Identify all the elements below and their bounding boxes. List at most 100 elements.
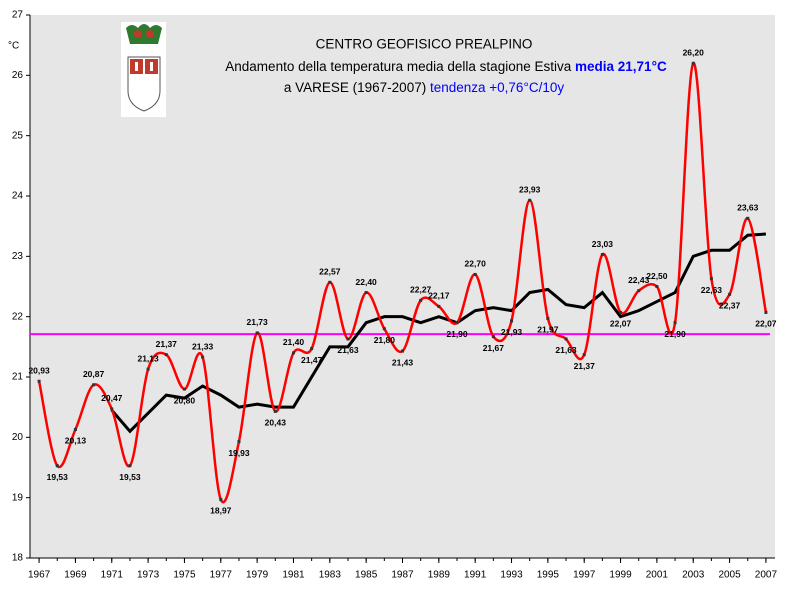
value-label: 21,33 bbox=[192, 341, 214, 351]
trend-annotation: tendenza +0,76°C/10y bbox=[430, 80, 564, 95]
x-tick-label: 1987 bbox=[391, 570, 414, 581]
x-tick-label: 1991 bbox=[464, 570, 487, 581]
value-label: 22,37 bbox=[719, 301, 741, 311]
value-label: 18,97 bbox=[210, 506, 232, 516]
point-marker bbox=[491, 335, 495, 339]
point-marker bbox=[310, 347, 314, 351]
value-label: 21,93 bbox=[501, 327, 523, 337]
value-label: 20,13 bbox=[65, 436, 87, 446]
point-marker bbox=[182, 387, 186, 391]
value-label: 20,93 bbox=[28, 365, 50, 375]
x-tick-label: 1989 bbox=[428, 570, 451, 581]
y-tick-label: 25 bbox=[12, 130, 24, 141]
point-marker bbox=[764, 310, 768, 314]
value-label: 22,70 bbox=[465, 259, 487, 269]
x-tick-label: 1997 bbox=[573, 570, 596, 581]
x-tick-label: 1973 bbox=[137, 570, 160, 581]
point-marker bbox=[437, 304, 441, 308]
point-marker bbox=[691, 61, 695, 65]
title: CENTRO GEOFISICO PREALPINO bbox=[316, 37, 533, 52]
x-tick-label: 2007 bbox=[755, 570, 778, 581]
value-label: 21,73 bbox=[246, 317, 268, 327]
mean-annotation: media 21,71°C bbox=[575, 59, 667, 74]
value-label: 22,07 bbox=[755, 319, 777, 329]
y-tick-label: 19 bbox=[12, 492, 24, 503]
trend-line bbox=[110, 232, 767, 434]
subtitle-2: a VARESE (1967-2007) tendenza +0,76°C/10… bbox=[284, 80, 564, 95]
point-marker bbox=[37, 379, 41, 383]
value-label: 23,93 bbox=[519, 184, 541, 194]
x-tick-label: 1985 bbox=[355, 570, 378, 581]
logo bbox=[121, 22, 166, 117]
value-label: 21,63 bbox=[555, 345, 577, 355]
value-label: 20,80 bbox=[174, 395, 196, 405]
point-marker bbox=[510, 319, 514, 323]
x-tick-label: 2001 bbox=[646, 570, 669, 581]
point-marker bbox=[128, 464, 132, 468]
value-label: 19,53 bbox=[119, 472, 141, 482]
point-marker bbox=[546, 316, 550, 320]
y-tick-label: 24 bbox=[12, 191, 24, 202]
value-label: 22,27 bbox=[410, 285, 432, 295]
point-marker bbox=[382, 327, 386, 331]
y-axis-label: °C bbox=[8, 41, 19, 52]
value-label: 19,53 bbox=[47, 472, 69, 482]
x-tick-label: 1967 bbox=[28, 570, 51, 581]
subtitle-2-text: a VARESE (1967-2007) bbox=[284, 80, 426, 95]
point-marker bbox=[709, 277, 713, 281]
point-marker bbox=[255, 331, 259, 335]
value-label: 22,17 bbox=[428, 291, 450, 301]
point-marker bbox=[73, 427, 77, 431]
point-marker bbox=[346, 337, 350, 341]
point-marker bbox=[291, 351, 295, 355]
value-label: 22,40 bbox=[356, 277, 378, 287]
point-marker bbox=[401, 349, 404, 353]
value-label: 21,13 bbox=[137, 353, 159, 363]
x-tick-label: 1969 bbox=[64, 570, 87, 581]
point-marker bbox=[219, 497, 223, 501]
point-marker bbox=[55, 464, 59, 468]
value-label: 21,43 bbox=[392, 357, 414, 367]
x-tick-label: 1981 bbox=[282, 570, 305, 581]
point-marker bbox=[619, 310, 623, 314]
value-label: 22,63 bbox=[701, 285, 723, 295]
value-label: 20,43 bbox=[265, 418, 287, 428]
point-marker bbox=[528, 198, 532, 202]
y-tick-label: 22 bbox=[12, 311, 24, 322]
point-marker bbox=[164, 353, 168, 357]
point-marker bbox=[364, 291, 368, 295]
value-label: 21,37 bbox=[156, 339, 178, 349]
point-marker bbox=[655, 285, 659, 288]
point-marker bbox=[637, 289, 641, 293]
value-label: 21,47 bbox=[301, 355, 323, 365]
point-marker bbox=[473, 272, 477, 276]
x-tick-label: 1993 bbox=[500, 570, 523, 581]
value-label: 21,80 bbox=[374, 335, 396, 345]
x-tick-label: 2005 bbox=[718, 570, 741, 581]
y-tick-label: 27 bbox=[12, 10, 24, 21]
point-marker bbox=[728, 292, 732, 296]
subtitle-text: Andamento della temperatura media della … bbox=[225, 59, 571, 74]
y-tick-label: 20 bbox=[12, 432, 24, 443]
point-marker bbox=[273, 409, 277, 413]
point-marker bbox=[146, 367, 150, 371]
value-label: 22,50 bbox=[646, 271, 668, 281]
x-tick-label: 1977 bbox=[210, 570, 233, 581]
x-tick-label: 1999 bbox=[609, 570, 632, 581]
value-label: 21,97 bbox=[537, 325, 559, 335]
value-label: 23,63 bbox=[737, 203, 759, 213]
point-marker bbox=[582, 353, 586, 357]
point-marker bbox=[419, 298, 423, 302]
value-label: 23,03 bbox=[592, 239, 614, 249]
value-label: 21,37 bbox=[574, 361, 596, 371]
point-marker bbox=[673, 321, 677, 325]
value-label: 22,07 bbox=[610, 319, 632, 329]
value-label: 21,90 bbox=[446, 329, 468, 339]
x-tick-label: 1995 bbox=[537, 570, 560, 581]
value-label: 22,43 bbox=[628, 275, 650, 285]
y-tick-label: 26 bbox=[12, 70, 24, 81]
value-label: 21,67 bbox=[483, 343, 505, 353]
x-tick-label: 1975 bbox=[173, 570, 196, 581]
point-marker bbox=[328, 280, 332, 284]
